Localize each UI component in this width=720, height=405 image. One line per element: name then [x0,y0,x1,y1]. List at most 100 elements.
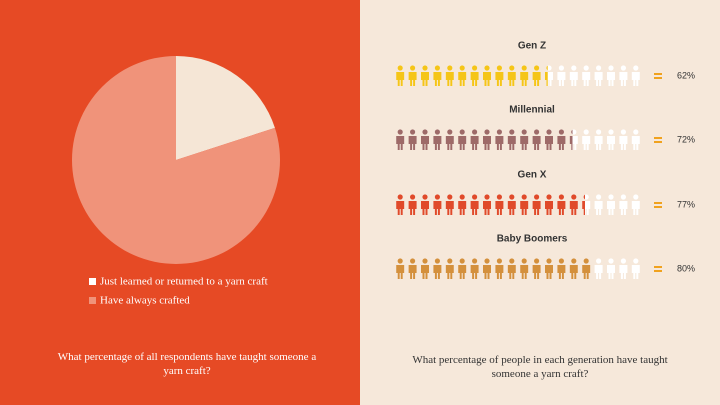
person-head [496,129,502,135]
person-head [608,65,614,71]
caption-line: yarn craft? [163,365,210,377]
person-body [458,136,467,150]
person-body [619,72,628,86]
people-filled [396,258,591,279]
person-head [410,258,416,264]
person-body [631,201,640,215]
person-body [470,201,479,215]
person-head [620,65,627,71]
person-body [408,136,417,150]
people-filled [396,65,548,86]
legend-swatch [89,278,96,285]
person-body [569,72,578,86]
equals-top [654,202,662,204]
value-label: 72% [677,134,695,144]
person-head [472,194,478,200]
equals-top [654,137,662,139]
person-body [445,201,454,215]
person-body [520,265,529,279]
person-head [496,194,502,200]
person-head [434,129,440,135]
person-body [532,265,541,279]
person-head [434,65,440,71]
person-head [472,258,478,264]
person-body [396,72,405,86]
equals-top [654,266,662,268]
person-head [484,65,490,71]
person-body [545,265,553,279]
person-head [509,65,515,71]
person-body [631,136,640,150]
person-head [583,194,585,200]
person-head [571,194,577,200]
person-body [582,72,591,86]
legend-label: Have always crafted [100,295,190,307]
person-body [569,265,578,279]
person-body [594,201,603,215]
equals-bottom [654,206,662,208]
person-body [619,265,628,279]
person-head [633,129,639,135]
person-head [447,194,453,200]
person-body [594,265,603,279]
equals-bottom [654,77,662,79]
person-body [520,136,529,150]
person-body [631,72,640,86]
person-body [607,72,615,86]
person-body [507,72,516,86]
person-head [434,258,440,264]
person-body [445,136,454,150]
person-body [545,201,553,215]
person-head [459,65,465,71]
person-head [608,129,614,135]
person-head [558,65,565,71]
person-head [509,194,515,200]
person-head [633,65,639,71]
person-head [410,129,416,135]
person-head [472,65,478,71]
person-head [434,194,440,200]
value-label: 62% [677,70,695,80]
person-body [433,72,442,86]
person-head [583,129,589,135]
person-head [447,65,453,71]
person-head [521,129,527,135]
person-head [422,129,428,135]
person-head [546,194,552,200]
person-head [534,129,540,135]
person-head [447,129,453,135]
person-head [521,194,527,200]
person-body [433,265,442,279]
person-head [546,129,552,135]
people-filled [396,194,585,215]
person-head [596,65,602,71]
equals-top [654,73,662,75]
person-body [582,201,585,215]
person-head [496,65,502,71]
person-head [459,129,465,135]
value-label: 80% [677,263,695,273]
person-head [583,65,589,71]
person-head [608,258,614,264]
person-body [557,201,566,215]
row-label: Gen Z [518,41,546,52]
person-body [557,136,566,150]
person-body [483,201,491,215]
person-head [521,65,527,71]
person-head [509,258,515,264]
person-head [397,194,403,200]
person-head [410,194,416,200]
person-head [546,65,548,71]
person-body [495,136,504,150]
person-head [534,194,540,200]
person-body [582,136,591,150]
person-body [631,265,640,279]
person-head [620,258,627,264]
person-body [495,201,504,215]
person-body [545,136,553,150]
person-head [521,258,527,264]
person-head [484,258,490,264]
person-body [569,136,573,150]
row-label: Gen X [518,170,547,181]
